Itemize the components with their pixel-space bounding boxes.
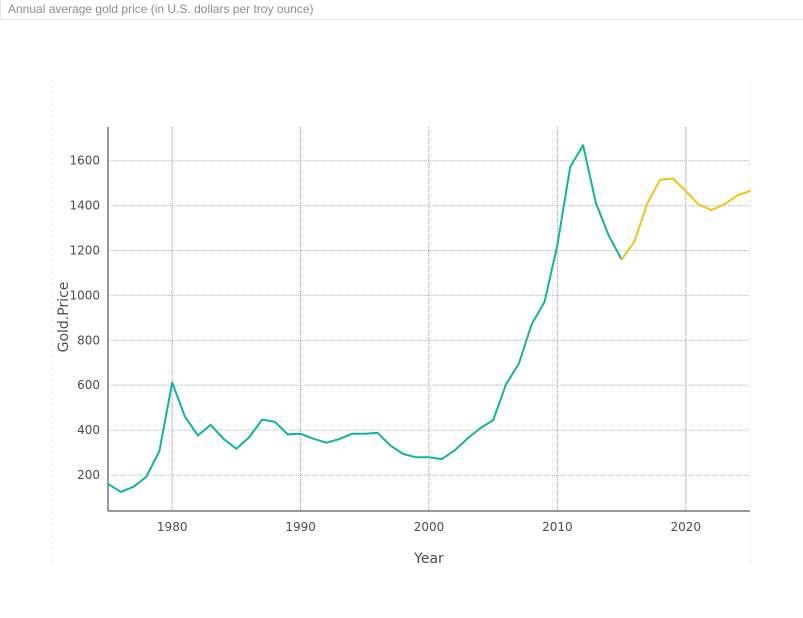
- y-axis-title: Gold.Price: [56, 282, 72, 353]
- y-tick-label: 200: [77, 468, 100, 482]
- chart-header: Annual average gold price (in U.S. dolla…: [0, 0, 803, 20]
- y-tick-label: 1600: [69, 154, 100, 168]
- x-tick-label: 2000: [414, 520, 445, 534]
- chart-title: Annual average gold price (in U.S. dolla…: [8, 2, 314, 16]
- y-tick-label: 1200: [69, 244, 100, 258]
- x-axis-title: Year: [413, 551, 444, 567]
- series-line-2: [620, 177, 751, 261]
- x-tick-label: 2010: [542, 520, 573, 534]
- x-tick-label: 2020: [671, 520, 702, 534]
- y-tick-label: 600: [77, 378, 100, 392]
- x-tick-label: 1980: [157, 520, 188, 534]
- y-tick-label: 1400: [69, 199, 100, 213]
- series-line-1: [107, 144, 623, 493]
- y-tick-label: 400: [77, 423, 100, 437]
- y-tick-label: 800: [77, 333, 100, 347]
- y-tick-label: 1000: [69, 288, 100, 302]
- x-tick-label: 1990: [285, 520, 316, 534]
